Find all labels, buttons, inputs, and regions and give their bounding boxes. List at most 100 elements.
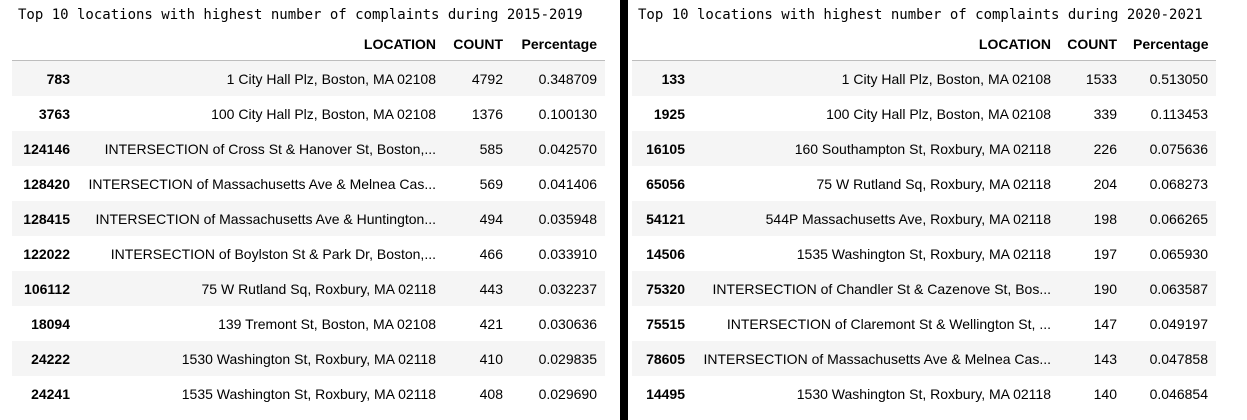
percentage-cell: 0.032237 — [538, 280, 597, 297]
count-cell: 443 — [479, 280, 503, 297]
table-row: 75515 INTERSECTION of Claremont St & Well… — [632, 306, 1216, 341]
left-panel: Top 10 locations with highest number of … — [0, 0, 620, 420]
table-row: 54121 544P Massachusetts Ave, Roxbury, MA… — [632, 201, 1216, 236]
row-index: 1925 — [653, 105, 685, 122]
count-cell: 147 — [1093, 315, 1117, 332]
location-cell: 160 Southampton St, Roxbury, MA 02118 — [794, 140, 1051, 157]
count-cell: 4792 — [471, 70, 503, 87]
complaints-table-2020-2021: LOCATION COUNT Percentage 133 1 City Hall… — [632, 27, 1216, 411]
location-cell: INTERSECTION of Boylston St & Park Dr, B… — [110, 245, 436, 262]
count-cell: 408 — [479, 385, 503, 402]
percentage-cell: 0.065930 — [1149, 245, 1208, 262]
percentage-cell: 0.100130 — [538, 105, 597, 122]
percentage-cell: 0.042570 — [538, 140, 597, 157]
row-index: 3763 — [38, 105, 70, 122]
location-cell: INTERSECTION of Claremont St & Wellingto… — [726, 315, 1051, 332]
location-cell: 544P Massachusetts Ave, Roxbury, MA 0211… — [765, 210, 1051, 227]
percentage-cell: 0.041406 — [538, 175, 597, 192]
percentage-cell: 0.068273 — [1149, 175, 1208, 192]
row-index: 24241 — [31, 385, 70, 402]
count-cell: 143 — [1093, 350, 1117, 367]
location-header: LOCATION — [74, 27, 452, 61]
row-index: 124146 — [23, 140, 70, 157]
row-index: 54121 — [646, 210, 685, 227]
percentage-cell: 0.047858 — [1149, 350, 1208, 367]
row-index: 14495 — [646, 385, 685, 402]
percentage-header: Percentage — [1133, 27, 1216, 61]
row-index: 78605 — [646, 350, 685, 367]
row-index: 128415 — [23, 210, 70, 227]
row-index: 16105 — [646, 140, 685, 157]
table-row: 24222 1530 Washington St, Roxbury, MA 021… — [12, 341, 605, 376]
percentage-cell: 0.049197 — [1149, 315, 1208, 332]
table-row: 75320 INTERSECTION of Chandler St & Cazen… — [632, 271, 1216, 306]
count-cell: 226 — [1093, 140, 1117, 157]
table-row: 16105 160 Southampton St, Roxbury, MA 021… — [632, 131, 1216, 166]
table-caption: Top 10 locations with highest number of … — [18, 7, 583, 23]
location-cell: 100 City Hall Plz, Boston, MA 02108 — [826, 105, 1051, 122]
table-row: 783 1 City Hall Plz, Boston, MA 02108 4792… — [12, 60, 605, 96]
percentage-cell: 0.029690 — [538, 385, 597, 402]
row-index: 128420 — [23, 175, 70, 192]
location-cell: INTERSECTION of Massachusetts Ave & Hunt… — [95, 210, 436, 227]
count-cell: 421 — [479, 315, 503, 332]
table-header-row: LOCATION COUNT Percentage — [632, 27, 1216, 61]
location-cell: 1530 Washington St, Roxbury, MA 02118 — [181, 350, 436, 367]
location-cell: 1 City Hall Plz, Boston, MA 02108 — [841, 70, 1051, 87]
count-cell: 466 — [479, 245, 503, 262]
table-header-row: LOCATION COUNT Percentage — [12, 27, 605, 61]
count-cell: 198 — [1093, 210, 1117, 227]
count-cell: 494 — [479, 210, 503, 227]
location-cell: 100 City Hall Plz, Boston, MA 02108 — [211, 105, 436, 122]
percentage-cell: 0.066265 — [1149, 210, 1208, 227]
table-row: 1925 100 City Hall Plz, Boston, MA 02108 3… — [632, 96, 1216, 131]
table-row: 3763 100 City Hall Plz, Boston, MA 02108 1… — [12, 96, 605, 131]
percentage-cell: 0.113453 — [1150, 105, 1208, 122]
panel-divider — [620, 0, 628, 420]
row-index: 133 — [661, 70, 685, 87]
count-cell: 204 — [1093, 175, 1117, 192]
location-cell: INTERSECTION of Massachusetts Ave & Meln… — [88, 175, 436, 192]
table-caption: Top 10 locations with highest number of … — [638, 7, 1203, 23]
row-index: 18094 — [31, 315, 70, 332]
count-header: COUNT — [452, 27, 519, 61]
count-header: COUNT — [1067, 27, 1133, 61]
table-row: 133 1 City Hall Plz, Boston, MA 02108 1533… — [632, 60, 1216, 96]
table-row: 18094 139 Tremont St, Boston, MA 02108 421… — [12, 306, 605, 341]
right-panel: Top 10 locations with highest number of … — [628, 0, 1247, 420]
location-cell: INTERSECTION of Cross St & Hanover St, B… — [104, 140, 436, 157]
table-row: 128415 INTERSECTION of Massachusetts Ave … — [12, 201, 605, 236]
table-row: 14495 1530 Washington St, Roxbury, MA 021… — [632, 376, 1216, 411]
count-cell: 190 — [1093, 280, 1117, 297]
row-index: 24222 — [31, 350, 70, 367]
row-index: 65056 — [646, 175, 685, 192]
count-cell: 1533 — [1085, 70, 1117, 87]
count-cell: 197 — [1093, 245, 1117, 262]
location-cell: 139 Tremont St, Boston, MA 02108 — [218, 315, 436, 332]
location-header: LOCATION — [689, 27, 1067, 61]
index-header — [12, 27, 74, 61]
percentage-cell: 0.063587 — [1149, 280, 1208, 297]
percentage-cell: 0.046854 — [1149, 385, 1208, 402]
location-cell: INTERSECTION of Chandler St & Cazenove S… — [712, 280, 1051, 297]
count-cell: 569 — [479, 175, 503, 192]
location-cell: 1535 Washington St, Roxbury, MA 02118 — [796, 245, 1051, 262]
percentage-header: Percentage — [519, 27, 605, 61]
count-cell: 339 — [1093, 105, 1117, 122]
row-index: 122022 — [23, 245, 70, 262]
row-index: 75320 — [646, 280, 685, 297]
table-row: 14506 1535 Washington St, Roxbury, MA 021… — [632, 236, 1216, 271]
percentage-cell: 0.033910 — [538, 245, 597, 262]
location-cell: INTERSECTION of Massachusetts Ave & Meln… — [703, 350, 1051, 367]
percentage-cell: 0.348709 — [538, 70, 597, 87]
location-cell: 75 W Rutland Sq, Roxbury, MA 02118 — [816, 175, 1052, 192]
complaints-table-2015-2019: LOCATION COUNT Percentage 783 1 City Hall… — [12, 27, 605, 411]
row-index: 14506 — [646, 245, 685, 262]
row-index: 106112 — [24, 280, 70, 297]
percentage-cell: 0.513050 — [1149, 70, 1208, 87]
row-index: 75515 — [646, 315, 685, 332]
location-cell: 75 W Rutland Sq, Roxbury, MA 02118 — [201, 280, 437, 297]
row-index: 783 — [46, 70, 70, 87]
table-row: 122022 INTERSECTION of Boylston St & Park… — [12, 236, 605, 271]
percentage-cell: 0.030636 — [538, 315, 597, 332]
